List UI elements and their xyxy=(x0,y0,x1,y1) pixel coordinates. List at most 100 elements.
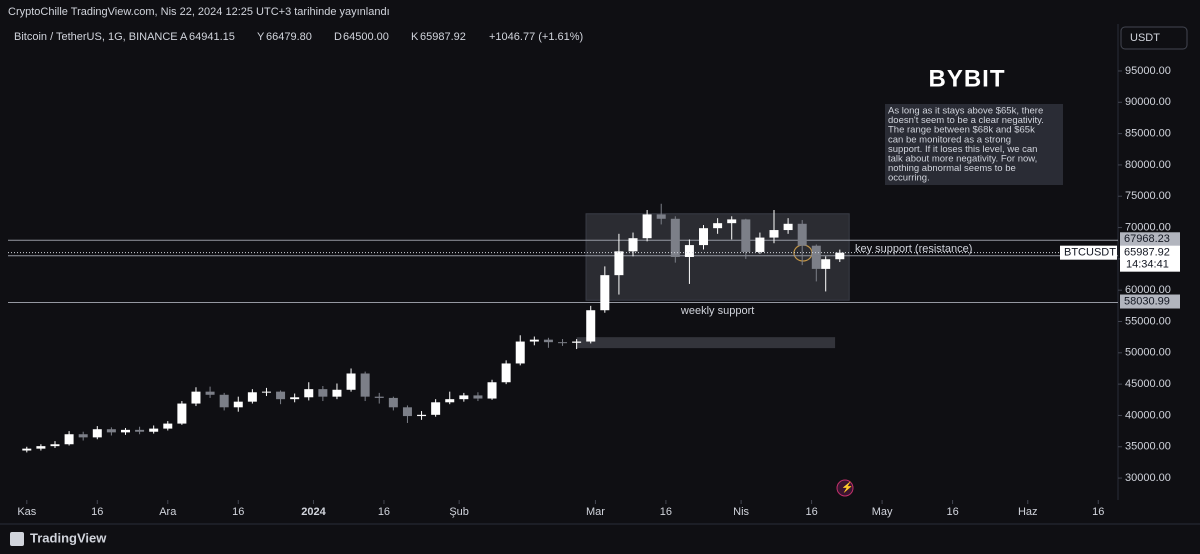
x-tick-label: Haz xyxy=(1018,506,1038,518)
note-line: support. If it loses this level, we can xyxy=(888,144,1037,155)
x-tick-label: 16 xyxy=(805,506,817,518)
note-line: nothing abnormal seems to be xyxy=(888,163,1016,174)
candle-body xyxy=(50,444,60,447)
candle-body xyxy=(755,237,765,252)
note-line: can be monitored as a strong xyxy=(888,134,1011,145)
chart-title: Bitcoin / TetherUS, 1G, BINANCE xyxy=(14,31,178,43)
candle-body xyxy=(727,219,737,224)
candle-body xyxy=(600,275,610,311)
candle-body xyxy=(360,373,370,397)
candle-body xyxy=(473,395,483,399)
candle-body xyxy=(219,394,229,408)
y-tick-label: 45000.00 xyxy=(1125,378,1171,390)
y-tick-label: 35000.00 xyxy=(1125,441,1171,453)
x-tick-label: Ara xyxy=(159,506,177,518)
candle-body xyxy=(92,429,102,438)
candle-body xyxy=(459,395,469,400)
candle-body xyxy=(120,429,130,433)
candle-body xyxy=(22,448,32,451)
candle-body xyxy=(332,389,342,397)
candle-body xyxy=(276,391,286,400)
ohlc-key: K xyxy=(411,31,419,43)
level-badge xyxy=(1120,294,1180,309)
candle-body xyxy=(656,214,666,219)
candle-body xyxy=(431,402,441,415)
event-icon[interactable] xyxy=(836,479,854,497)
y-tick-label: 85000.00 xyxy=(1125,128,1171,140)
note-line: occurring. xyxy=(888,173,930,184)
y-tick-label: 75000.00 xyxy=(1125,190,1171,202)
y-tick-label: 60000.00 xyxy=(1125,284,1171,296)
candle-body xyxy=(628,238,638,252)
footer-text: TradingView xyxy=(30,530,107,545)
candle-body xyxy=(642,214,652,239)
top-note: CryptoChille TradingView.com, Nis 22, 20… xyxy=(8,6,390,18)
candle-body xyxy=(501,363,511,383)
level-badge-label: 67968.23 xyxy=(1124,233,1170,245)
candle-body xyxy=(388,397,398,408)
candle-body xyxy=(402,407,412,417)
candle-body xyxy=(769,230,779,238)
ohlc-value: 65987.92 xyxy=(420,31,466,43)
y-tick-label: 80000.00 xyxy=(1125,159,1171,171)
candle-body xyxy=(247,392,257,402)
countdown: 14:34:41 xyxy=(1126,259,1169,271)
x-tick-label: 16 xyxy=(946,506,958,518)
x-tick-label: Mar xyxy=(586,506,605,518)
level-badge xyxy=(1120,232,1180,247)
x-tick-label: Kas xyxy=(17,506,36,518)
candle-body xyxy=(586,310,596,342)
candle-body xyxy=(163,423,173,429)
y-tick-label: 55000.00 xyxy=(1125,315,1171,327)
ohlc-value: 64500.00 xyxy=(343,31,389,43)
candle-body xyxy=(821,259,831,269)
candle-body xyxy=(543,339,553,343)
event-icon-glyph[interactable]: ⚡ xyxy=(841,481,853,494)
candle-body xyxy=(78,434,88,438)
y-tick-label: 90000.00 xyxy=(1125,96,1171,108)
candle-body xyxy=(36,446,46,449)
candle-body xyxy=(614,251,624,276)
currency-button[interactable] xyxy=(1120,26,1188,50)
candle-body xyxy=(797,223,807,246)
x-tick-label: 16 xyxy=(91,506,103,518)
candle-body xyxy=(318,389,328,397)
candle-body xyxy=(149,428,159,432)
candle-body xyxy=(684,245,694,257)
x-tick-label: 2024 xyxy=(301,506,326,518)
candle-body xyxy=(233,401,243,408)
note-box xyxy=(885,104,1063,185)
ohlc-value: 66479.80 xyxy=(266,31,312,43)
candle-body xyxy=(811,245,821,269)
x-tick-label: 16 xyxy=(660,506,672,518)
candle-body xyxy=(346,373,356,390)
candle-body xyxy=(64,434,74,445)
key-support-label: key support (resistance) xyxy=(855,243,972,255)
note-line: The range between $68k and $65k xyxy=(888,125,1035,136)
y-tick-label: 40000.00 xyxy=(1125,409,1171,421)
candle-body xyxy=(261,391,271,393)
change: +1046.77 (+1.61%) xyxy=(489,31,583,43)
ohlc-value: 64941.15 xyxy=(189,31,235,43)
candle-body xyxy=(741,219,751,252)
x-tick-label: 16 xyxy=(232,506,244,518)
candle-body xyxy=(515,341,525,364)
footer-logo xyxy=(10,532,24,546)
currency-label[interactable]: USDT xyxy=(1130,32,1160,44)
x-tick-label: Nis xyxy=(733,506,749,518)
x-tick-label: 16 xyxy=(378,506,390,518)
x-tick-label: Şub xyxy=(449,506,469,518)
note-line: talk about more negativity. For now, xyxy=(888,154,1037,165)
symbol-badge xyxy=(1060,245,1117,260)
logo: BYBIT xyxy=(929,65,1006,92)
candle-body xyxy=(445,399,455,403)
ohlc-key: A xyxy=(180,31,188,43)
y-tick-label: 95000.00 xyxy=(1125,65,1171,77)
candle-body xyxy=(191,391,201,404)
candle-body xyxy=(783,223,793,231)
candle-body xyxy=(529,339,539,342)
zone-label: weekly support xyxy=(680,305,754,317)
ohlc-key: Y xyxy=(257,31,265,43)
